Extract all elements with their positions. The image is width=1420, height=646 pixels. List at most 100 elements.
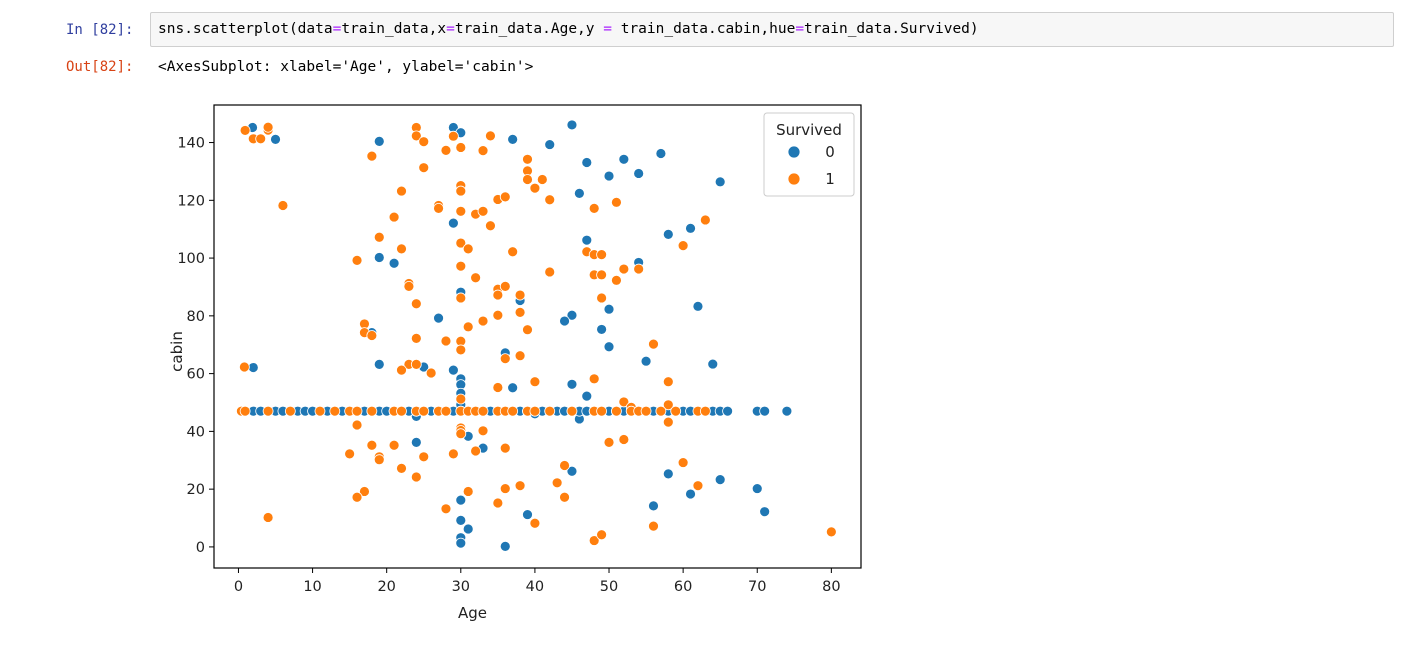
data-point-survived-1 (396, 185, 407, 197)
code-operator: = (603, 21, 612, 37)
data-point-survived-1 (499, 353, 511, 364)
data-point-survived-1 (670, 405, 682, 417)
data-point-survived-1 (396, 243, 407, 255)
data-point-survived-1 (566, 405, 578, 417)
data-point-survived-1 (351, 419, 363, 431)
x-tick-label: 0 (234, 579, 243, 595)
data-point-survived-1 (388, 211, 400, 223)
legend-label-1: 1 (825, 170, 835, 188)
data-point-survived-0 (455, 514, 467, 526)
data-point-survived-1 (262, 512, 274, 523)
data-point-survived-0 (603, 341, 615, 353)
data-point-survived-0 (581, 234, 593, 246)
data-point-survived-0 (447, 364, 459, 376)
data-point-survived-1 (418, 405, 430, 417)
data-point-survived-1 (410, 298, 422, 310)
data-point-survived-1 (477, 145, 489, 157)
code-operator: = (332, 21, 342, 37)
data-point-survived-1 (529, 182, 541, 194)
data-point-survived-1 (596, 269, 608, 281)
data-point-survived-1 (514, 306, 526, 318)
data-point-survived-1 (544, 405, 556, 417)
data-point-survived-1 (588, 535, 600, 546)
data-point-survived-0 (447, 217, 459, 229)
data-point-survived-1 (522, 153, 533, 165)
data-point-survived-0 (759, 506, 771, 518)
data-point-survived-1 (559, 491, 570, 503)
data-point-survived-1 (529, 376, 541, 388)
data-point-survived-1 (418, 136, 430, 148)
data-point-survived-1 (611, 196, 622, 208)
data-point-survived-1 (344, 448, 356, 460)
data-point-survived-1 (440, 405, 452, 417)
data-point-survived-1 (455, 344, 467, 356)
x-tick-label: 50 (600, 579, 618, 595)
data-point-survived-1 (514, 289, 526, 301)
data-point-survived-0 (707, 358, 719, 370)
code-input-area[interactable] (150, 12, 1394, 47)
data-point-survived-1 (373, 231, 385, 243)
x-tick-label: 60 (674, 579, 692, 595)
data-point-survived-1 (418, 451, 430, 463)
data-point-survived-1 (447, 130, 459, 142)
data-point-survived-0 (522, 509, 533, 520)
data-point-survived-0 (410, 436, 422, 448)
data-point-survived-1 (611, 274, 622, 286)
data-point-survived-1 (366, 439, 378, 451)
data-point-survived-1 (640, 405, 652, 417)
data-point-survived-0 (433, 312, 444, 324)
data-point-survived-0 (722, 405, 733, 417)
data-point-survived-1 (255, 133, 267, 145)
data-point-survived-1 (492, 382, 504, 393)
x-axis-label: Age (458, 604, 487, 622)
y-tick-label: 40 (187, 424, 205, 440)
x-tick-label: 10 (303, 579, 321, 595)
data-point-survived-1 (410, 358, 422, 370)
data-point-survived-1 (277, 200, 289, 211)
scatter-chart: 0 10 20 30 40 50 60 70 80020406080100120140Ageca… (168, 104, 862, 622)
code-token: train_data.cabin,hue (611, 21, 796, 37)
data-point-survived-1 (470, 445, 482, 457)
data-point-survived-1 (499, 483, 511, 494)
data-point-survived-1 (388, 439, 400, 451)
data-point-survived-1 (596, 249, 608, 261)
y-tick-label: 60 (187, 367, 205, 383)
data-point-survived-1 (648, 338, 659, 350)
y-tick-label: 80 (187, 309, 205, 325)
data-point-survived-1 (655, 405, 667, 417)
data-point-survived-1 (366, 405, 378, 417)
data-point-survived-0 (270, 133, 281, 145)
data-point-survived-0 (596, 324, 608, 335)
data-point-survived-0 (581, 390, 593, 402)
data-point-survived-1 (462, 321, 474, 333)
data-point-survived-1 (596, 292, 608, 304)
data-point-survived-1 (366, 150, 378, 162)
data-point-survived-0 (685, 222, 696, 234)
data-point-survived-0 (662, 228, 674, 240)
data-point-survived-0 (455, 537, 467, 549)
input-prompt: In [82]: (66, 22, 134, 38)
data-point-survived-1 (351, 405, 363, 417)
data-point-survived-1 (603, 436, 615, 448)
data-point-survived-0 (714, 474, 726, 486)
data-point-survived-1 (425, 367, 437, 379)
data-point-survived-1 (499, 191, 511, 203)
data-point-survived-1 (522, 324, 533, 336)
data-point-survived-1 (618, 396, 630, 408)
data-point-survived-1 (403, 280, 415, 292)
data-point-survived-1 (514, 350, 526, 362)
data-point-survived-1 (455, 292, 467, 304)
code-line[interactable]: sns.scatterplot(data=train_data,x=train_… (158, 21, 979, 37)
data-point-survived-1 (462, 243, 474, 255)
y-tick-label: 140 (177, 136, 205, 152)
data-point-survived-0 (544, 139, 556, 150)
data-point-survived-0 (655, 148, 667, 159)
data-point-survived-0 (455, 494, 467, 506)
data-point-survived-1 (351, 254, 363, 266)
data-point-survived-1 (507, 246, 519, 258)
data-point-survived-1 (262, 121, 274, 133)
data-point-survived-1 (499, 280, 511, 292)
code-token: train_data.Survived) (804, 21, 979, 37)
data-point-survived-0 (685, 488, 696, 500)
data-point-survived-1 (455, 142, 467, 153)
